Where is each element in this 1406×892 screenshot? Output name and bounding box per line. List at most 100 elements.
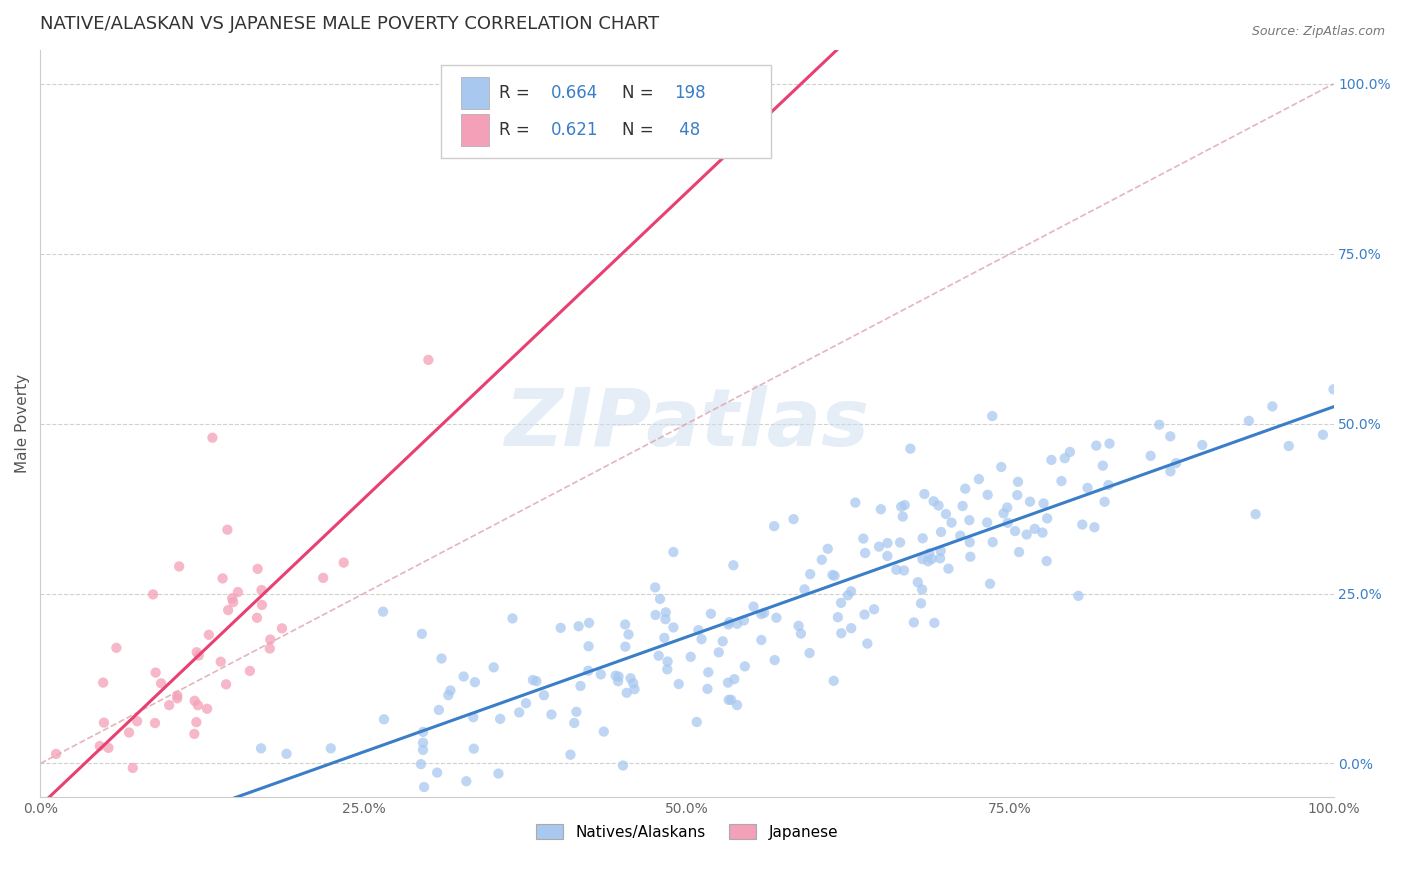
Point xyxy=(765,611,787,625)
Point xyxy=(526,674,548,689)
Point xyxy=(271,621,294,635)
Point xyxy=(30,838,52,852)
Point xyxy=(221,591,243,606)
Point xyxy=(889,535,911,549)
Point xyxy=(619,671,641,685)
Point xyxy=(560,747,582,762)
Point xyxy=(589,667,612,681)
Point xyxy=(1036,511,1059,525)
Point xyxy=(1278,439,1301,453)
Point xyxy=(515,696,537,710)
Point xyxy=(222,595,245,609)
Point xyxy=(1322,382,1344,396)
Point xyxy=(1312,427,1334,442)
Point xyxy=(1007,488,1029,502)
Point xyxy=(166,689,188,703)
Text: ZIPatlas: ZIPatlas xyxy=(505,384,869,463)
Point xyxy=(787,619,810,633)
Point xyxy=(562,715,585,730)
Point xyxy=(976,488,998,502)
Point xyxy=(955,482,977,496)
Point xyxy=(711,634,734,648)
Point xyxy=(911,531,934,545)
Point xyxy=(876,549,898,563)
Point xyxy=(718,615,741,629)
Point xyxy=(607,669,630,683)
Point xyxy=(799,646,821,660)
Point xyxy=(837,588,859,602)
Point xyxy=(209,655,232,669)
Point xyxy=(409,757,432,772)
Point xyxy=(607,674,630,689)
Point xyxy=(239,664,262,678)
Point xyxy=(217,523,239,537)
Point xyxy=(912,487,935,501)
Point xyxy=(723,672,745,686)
Point xyxy=(418,352,440,367)
Point xyxy=(259,632,281,647)
Point xyxy=(868,540,890,554)
Point xyxy=(93,715,115,730)
Point xyxy=(1191,438,1213,452)
Point xyxy=(852,532,875,546)
Point xyxy=(824,568,846,582)
Text: R =: R = xyxy=(499,84,536,103)
Point xyxy=(187,698,209,713)
Point xyxy=(427,703,450,717)
Point xyxy=(993,506,1015,520)
Point xyxy=(142,587,165,601)
Point xyxy=(891,509,914,524)
Point xyxy=(437,688,460,702)
Point xyxy=(1094,495,1116,509)
Point xyxy=(97,740,120,755)
Point xyxy=(226,585,249,599)
Point xyxy=(959,549,981,564)
Point xyxy=(903,615,925,630)
Point xyxy=(700,607,723,621)
Point xyxy=(617,627,640,641)
Point xyxy=(195,702,218,716)
FancyBboxPatch shape xyxy=(441,65,770,158)
Point xyxy=(1067,589,1090,603)
Point xyxy=(576,664,599,678)
Point xyxy=(817,541,839,556)
Text: Source: ZipAtlas.com: Source: ZipAtlas.com xyxy=(1251,25,1385,38)
Point xyxy=(412,724,434,739)
Point xyxy=(733,614,755,628)
Point xyxy=(717,617,740,632)
Point xyxy=(976,516,998,530)
Point xyxy=(1097,478,1119,492)
Point xyxy=(250,598,273,612)
Point xyxy=(870,502,893,516)
Point xyxy=(830,626,852,640)
Point xyxy=(489,712,512,726)
Point xyxy=(550,621,572,635)
Point xyxy=(502,611,524,625)
Point xyxy=(688,623,710,637)
Point xyxy=(118,725,141,739)
Point xyxy=(1032,496,1054,510)
Point xyxy=(1050,474,1073,488)
Point xyxy=(686,714,709,729)
Point xyxy=(1159,429,1181,443)
Point xyxy=(725,698,748,712)
Point xyxy=(1007,475,1029,489)
Point xyxy=(668,677,690,691)
Point xyxy=(922,494,945,508)
Point xyxy=(332,556,354,570)
Point xyxy=(707,645,730,659)
Text: 0.664: 0.664 xyxy=(551,84,599,103)
Point xyxy=(1261,400,1284,414)
Point xyxy=(1076,481,1098,495)
Point xyxy=(605,668,627,682)
Point xyxy=(198,628,221,642)
Point xyxy=(1091,458,1114,473)
Point xyxy=(1059,445,1081,459)
FancyBboxPatch shape xyxy=(461,78,489,109)
Point xyxy=(569,679,592,693)
Point xyxy=(312,571,335,585)
Point xyxy=(853,546,876,560)
Point xyxy=(183,694,205,708)
Point xyxy=(957,513,980,527)
Point xyxy=(201,431,224,445)
